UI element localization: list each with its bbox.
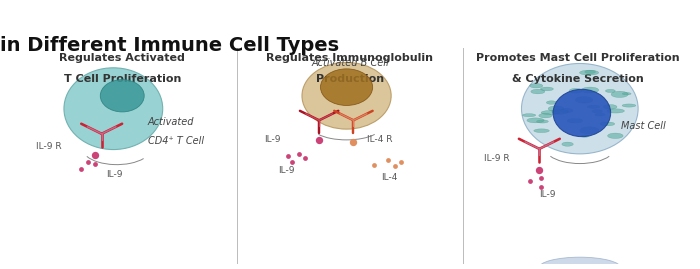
Point bbox=[314, 138, 325, 142]
Point bbox=[368, 162, 379, 167]
Ellipse shape bbox=[541, 111, 559, 115]
Point bbox=[396, 160, 407, 165]
Ellipse shape bbox=[562, 142, 573, 146]
Ellipse shape bbox=[302, 62, 391, 129]
Text: IL-4: IL-4 bbox=[381, 173, 397, 182]
Text: IL-9: IL-9 bbox=[278, 165, 295, 175]
Ellipse shape bbox=[575, 97, 593, 103]
Point bbox=[348, 140, 359, 144]
Point bbox=[89, 161, 100, 166]
Text: IL-9 R: IL-9 R bbox=[36, 142, 62, 151]
Text: IL-4 R: IL-4 R bbox=[368, 135, 393, 144]
Text: Regulates Immunoglobulin: Regulates Immunoglobulin bbox=[267, 53, 433, 63]
Point bbox=[286, 160, 297, 165]
Text: IL-9: IL-9 bbox=[539, 190, 555, 199]
Point bbox=[524, 179, 536, 183]
Point bbox=[293, 152, 304, 156]
Ellipse shape bbox=[561, 108, 573, 113]
Point bbox=[76, 167, 87, 171]
Ellipse shape bbox=[592, 110, 603, 113]
Text: CD4⁺ T Cell: CD4⁺ T Cell bbox=[148, 136, 204, 146]
Point bbox=[389, 164, 400, 168]
Ellipse shape bbox=[548, 106, 564, 111]
Ellipse shape bbox=[536, 120, 548, 123]
Point bbox=[283, 154, 294, 158]
Ellipse shape bbox=[539, 257, 621, 269]
Ellipse shape bbox=[622, 93, 631, 95]
Ellipse shape bbox=[603, 105, 617, 109]
Ellipse shape bbox=[622, 104, 636, 107]
Ellipse shape bbox=[64, 68, 162, 150]
Ellipse shape bbox=[606, 89, 615, 93]
Ellipse shape bbox=[611, 91, 628, 97]
Ellipse shape bbox=[608, 133, 623, 139]
Text: Activated B Cell: Activated B Cell bbox=[311, 58, 389, 68]
Ellipse shape bbox=[540, 87, 554, 91]
Ellipse shape bbox=[595, 113, 605, 116]
Point bbox=[533, 168, 545, 172]
Ellipse shape bbox=[539, 114, 552, 118]
Point bbox=[83, 160, 94, 165]
Ellipse shape bbox=[582, 87, 598, 93]
Text: Regulates Activated: Regulates Activated bbox=[60, 53, 186, 63]
Ellipse shape bbox=[530, 84, 542, 88]
Ellipse shape bbox=[522, 114, 536, 117]
Point bbox=[535, 175, 546, 180]
Ellipse shape bbox=[547, 101, 556, 104]
Point bbox=[382, 158, 393, 162]
Ellipse shape bbox=[587, 105, 600, 108]
Ellipse shape bbox=[553, 89, 610, 137]
Text: T Cell Proliferation: T Cell Proliferation bbox=[64, 74, 181, 84]
Text: Mast Cell: Mast Cell bbox=[621, 121, 666, 130]
Text: IL-9: IL-9 bbox=[106, 170, 123, 179]
Ellipse shape bbox=[567, 119, 582, 123]
Point bbox=[300, 156, 311, 160]
Text: IL-9: IL-9 bbox=[265, 135, 281, 144]
Ellipse shape bbox=[600, 122, 615, 126]
Ellipse shape bbox=[534, 129, 550, 133]
Ellipse shape bbox=[552, 109, 568, 114]
Ellipse shape bbox=[569, 89, 582, 93]
Point bbox=[89, 153, 100, 157]
Text: & Cytokine Secretion: & Cytokine Secretion bbox=[512, 74, 643, 84]
Ellipse shape bbox=[522, 63, 638, 154]
Ellipse shape bbox=[321, 69, 372, 105]
Ellipse shape bbox=[580, 135, 589, 137]
Ellipse shape bbox=[584, 70, 596, 73]
Ellipse shape bbox=[580, 127, 598, 134]
Text: in Different Immune Cell Types: in Different Immune Cell Types bbox=[0, 36, 340, 55]
Ellipse shape bbox=[607, 109, 624, 113]
Text: Activated: Activated bbox=[148, 117, 194, 127]
Text: IL-9 R: IL-9 R bbox=[484, 154, 510, 163]
Ellipse shape bbox=[531, 89, 545, 94]
Text: Promotes Mast Cell Proliferation: Promotes Mast Cell Proliferation bbox=[476, 53, 680, 63]
Ellipse shape bbox=[580, 70, 598, 75]
Ellipse shape bbox=[100, 80, 144, 112]
Ellipse shape bbox=[527, 118, 544, 123]
Text: Production: Production bbox=[316, 74, 384, 84]
Point bbox=[535, 185, 546, 189]
